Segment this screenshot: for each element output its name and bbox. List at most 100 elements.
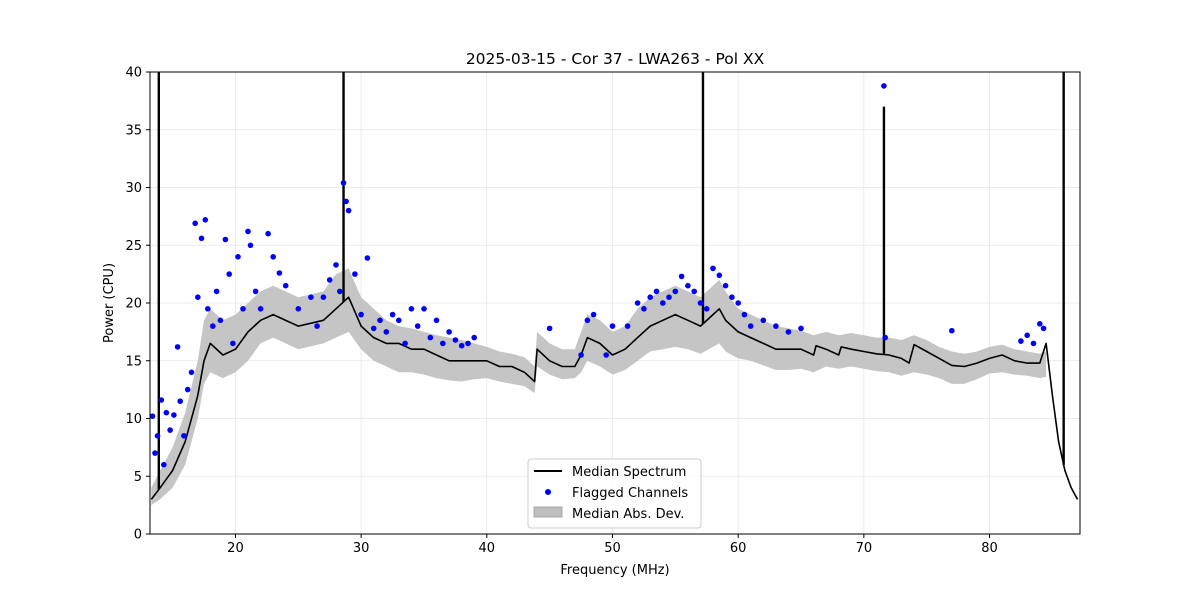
flagged-point bbox=[634, 300, 641, 306]
flagged-point bbox=[1030, 340, 1037, 347]
flagged-point bbox=[358, 311, 364, 318]
legend-label-mad: Median Abs. Dev. bbox=[572, 507, 684, 522]
x-tick-label: 60 bbox=[730, 541, 747, 556]
flagged-point bbox=[590, 311, 597, 318]
flagged-point bbox=[584, 317, 591, 324]
flagged-point bbox=[247, 242, 254, 249]
flagged-point bbox=[276, 270, 283, 276]
flagged-point bbox=[396, 317, 402, 324]
y-tick-label: 20 bbox=[125, 297, 142, 312]
flagged-point bbox=[282, 282, 289, 289]
flagged-point bbox=[213, 288, 220, 295]
flagged-point bbox=[205, 306, 211, 312]
flagged-point bbox=[192, 220, 198, 227]
y-axis-title: Power (CPU) bbox=[102, 263, 117, 343]
flagged-point bbox=[270, 253, 277, 260]
flagged-point bbox=[326, 277, 333, 283]
y-tick-label: 30 bbox=[125, 181, 142, 196]
flagged-point bbox=[716, 272, 723, 279]
flagged-point bbox=[747, 323, 754, 329]
y-tick-label: 35 bbox=[125, 123, 142, 138]
flagged-point bbox=[230, 340, 236, 347]
flagged-point bbox=[174, 344, 181, 350]
flagged-point bbox=[446, 329, 452, 335]
flagged-point bbox=[210, 323, 216, 329]
flagged-point bbox=[760, 317, 767, 324]
flagged-point bbox=[149, 413, 156, 420]
flagged-point bbox=[678, 273, 685, 280]
y-tick-label: 40 bbox=[125, 66, 142, 81]
flagged-point bbox=[578, 352, 584, 358]
y-tick-label: 25 bbox=[125, 239, 142, 254]
flagged-point bbox=[245, 228, 251, 235]
x-tick-label: 80 bbox=[981, 541, 998, 556]
x-tick-label: 20 bbox=[227, 541, 244, 556]
flagged-point bbox=[641, 306, 647, 312]
flagged-point bbox=[364, 255, 371, 261]
flagged-point bbox=[377, 317, 383, 324]
flagged-point bbox=[881, 83, 887, 89]
flagged-point bbox=[345, 207, 352, 214]
legend-swatch-flagged bbox=[545, 489, 551, 495]
flagged-point bbox=[265, 230, 271, 237]
flagged-point bbox=[161, 461, 167, 468]
flagged-point bbox=[421, 306, 427, 312]
median-line bbox=[150, 296, 1079, 500]
flagged-point bbox=[1018, 338, 1024, 344]
flagged-point bbox=[252, 288, 259, 295]
flagged-point bbox=[882, 334, 888, 341]
flagged-point bbox=[352, 271, 358, 277]
flagged-point bbox=[710, 265, 716, 272]
flagged-point bbox=[433, 317, 440, 324]
legend: Median Spectrum Flagged Channels Median … bbox=[527, 458, 702, 529]
flagged-point bbox=[198, 235, 205, 242]
flagged-point bbox=[414, 323, 421, 329]
legend-label-median: Median Spectrum bbox=[572, 465, 686, 480]
flagged-point bbox=[235, 253, 241, 260]
flagged-point bbox=[158, 397, 165, 403]
flagged-point bbox=[465, 340, 471, 347]
flagged-point bbox=[226, 271, 232, 277]
flagged-point bbox=[949, 327, 955, 334]
x-axis-title: Frequency (MHz) bbox=[560, 563, 669, 578]
flagged-point bbox=[471, 334, 478, 341]
flagged-point bbox=[181, 433, 187, 439]
flagged-point bbox=[314, 323, 320, 329]
flagged-point bbox=[703, 306, 710, 312]
flagged-point bbox=[624, 323, 631, 329]
ticks: 20 30 40 50 60 70 80 0 5 10 15 20 25 30 35 40 bbox=[125, 66, 997, 557]
x-tick-label: 30 bbox=[353, 541, 370, 556]
flagged-point bbox=[402, 340, 408, 347]
flagged-point bbox=[427, 334, 434, 341]
legend-swatch-mad bbox=[533, 506, 563, 518]
flagged-point bbox=[666, 294, 672, 301]
flagged-point bbox=[383, 329, 390, 335]
flagged-point bbox=[408, 306, 415, 312]
flagged-point bbox=[171, 412, 177, 418]
flagged-point bbox=[1037, 321, 1043, 327]
flagged-point bbox=[735, 300, 741, 306]
flagged-point bbox=[1024, 332, 1030, 339]
flagged-point bbox=[653, 288, 660, 295]
flagged-point bbox=[1040, 325, 1047, 332]
flagged-point bbox=[222, 236, 229, 243]
flagged-point bbox=[152, 450, 158, 456]
flagged-point bbox=[722, 282, 729, 289]
flagged-point bbox=[647, 294, 653, 301]
flagged-point bbox=[458, 342, 465, 349]
flagged-point bbox=[184, 386, 191, 393]
flagged-point bbox=[660, 300, 666, 306]
flagged-point bbox=[217, 317, 224, 324]
x-tick-label: 50 bbox=[604, 541, 621, 556]
flagged-point bbox=[785, 329, 792, 335]
flagged-point bbox=[320, 294, 327, 301]
flagged-point bbox=[308, 294, 314, 301]
x-tick-label: 70 bbox=[856, 541, 873, 556]
flagged-point bbox=[798, 325, 804, 332]
legend-label-flagged: Flagged Channels bbox=[572, 486, 688, 501]
y-tick-label: 15 bbox=[125, 354, 142, 369]
flagged-point bbox=[188, 369, 195, 376]
flagged-point bbox=[603, 352, 609, 358]
